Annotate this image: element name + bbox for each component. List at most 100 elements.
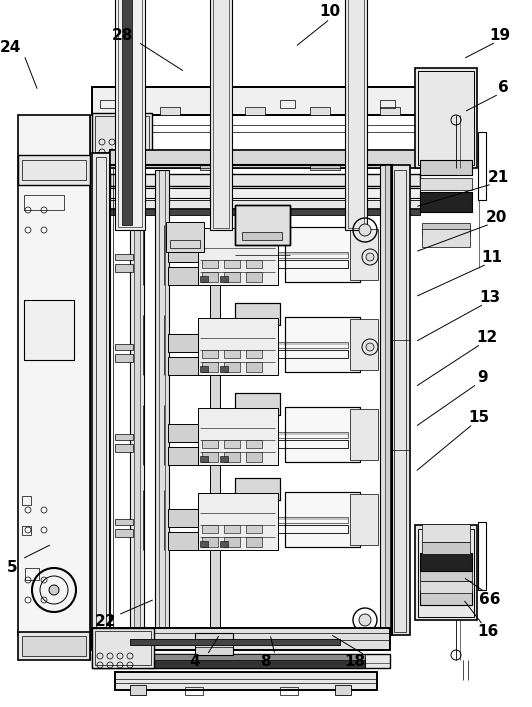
Bar (110, 165, 392, 635)
Bar (246, 525, 262, 533)
Text: 12: 12 (476, 329, 497, 344)
Text: 19: 19 (489, 28, 511, 42)
Bar (168, 509, 200, 527)
Bar (380, 100, 395, 108)
Bar (310, 165, 340, 170)
Bar (420, 178, 472, 190)
Text: 10: 10 (319, 4, 340, 20)
Bar (285, 492, 360, 547)
Bar (115, 444, 133, 452)
Bar (422, 223, 470, 235)
Bar (246, 350, 262, 358)
Bar (115, 672, 377, 690)
Circle shape (49, 585, 59, 595)
Bar (350, 494, 378, 545)
Bar (220, 456, 228, 462)
Bar (92, 153, 110, 635)
Bar (95, 116, 149, 152)
Bar (235, 478, 280, 500)
Bar (202, 362, 218, 372)
Bar (92, 654, 390, 668)
Bar (118, 0, 142, 227)
Bar (200, 276, 208, 282)
Bar (335, 685, 351, 695)
Bar (285, 317, 360, 372)
Bar (478, 132, 486, 200)
Bar (420, 192, 472, 202)
Text: 18: 18 (344, 655, 365, 670)
Bar (350, 319, 378, 370)
Bar (24, 300, 74, 360)
Bar (200, 541, 208, 547)
Bar (246, 440, 262, 448)
Bar (168, 532, 200, 550)
Bar (95, 631, 151, 665)
Bar (285, 407, 360, 462)
Text: 24: 24 (0, 40, 21, 54)
Bar (115, 0, 145, 230)
Bar (110, 209, 420, 215)
Bar (478, 522, 486, 590)
Text: 16: 16 (477, 624, 498, 640)
Bar (285, 227, 360, 282)
Bar (115, 519, 133, 525)
Bar (348, 0, 364, 228)
Bar (422, 229, 470, 247)
Bar (122, 0, 132, 225)
Bar (420, 581, 472, 593)
Bar (202, 260, 218, 268)
Bar (285, 317, 360, 372)
Bar (246, 362, 262, 372)
Bar (420, 160, 472, 175)
Bar (235, 393, 280, 415)
Bar (418, 529, 474, 617)
Bar (110, 200, 420, 208)
Bar (220, 366, 228, 372)
Bar (150, 654, 365, 660)
Text: 22: 22 (94, 614, 116, 629)
Bar (246, 537, 262, 547)
Bar (280, 687, 298, 695)
Bar (202, 452, 218, 462)
Circle shape (366, 343, 374, 351)
Bar (92, 628, 390, 650)
Bar (92, 628, 154, 668)
Bar (415, 525, 477, 620)
Bar (420, 571, 472, 581)
Bar (278, 517, 348, 523)
Bar (385, 165, 390, 635)
Bar (22, 526, 31, 535)
Bar (115, 165, 145, 170)
Bar (115, 254, 133, 260)
Bar (285, 227, 360, 282)
Bar (224, 525, 240, 533)
Bar (160, 107, 180, 115)
Bar (92, 628, 390, 650)
Bar (224, 350, 240, 358)
Bar (220, 541, 228, 547)
Bar (420, 553, 472, 571)
Bar (92, 87, 452, 115)
Bar (202, 350, 218, 358)
Bar (278, 432, 348, 438)
Bar (168, 267, 200, 285)
Bar (200, 366, 208, 372)
Text: 15: 15 (469, 409, 489, 424)
Bar (390, 165, 410, 635)
Bar (202, 537, 218, 547)
Bar (278, 260, 348, 268)
Bar (224, 260, 240, 268)
Bar (202, 272, 218, 282)
Bar (130, 685, 146, 695)
Bar (185, 687, 203, 695)
Bar (285, 407, 360, 462)
Bar (18, 115, 90, 635)
Text: 13: 13 (479, 289, 501, 305)
Bar (130, 639, 340, 645)
Bar (200, 456, 208, 462)
Bar (345, 0, 367, 230)
Bar (394, 170, 406, 632)
Bar (115, 107, 135, 115)
Bar (213, 0, 229, 228)
Bar (420, 192, 472, 212)
